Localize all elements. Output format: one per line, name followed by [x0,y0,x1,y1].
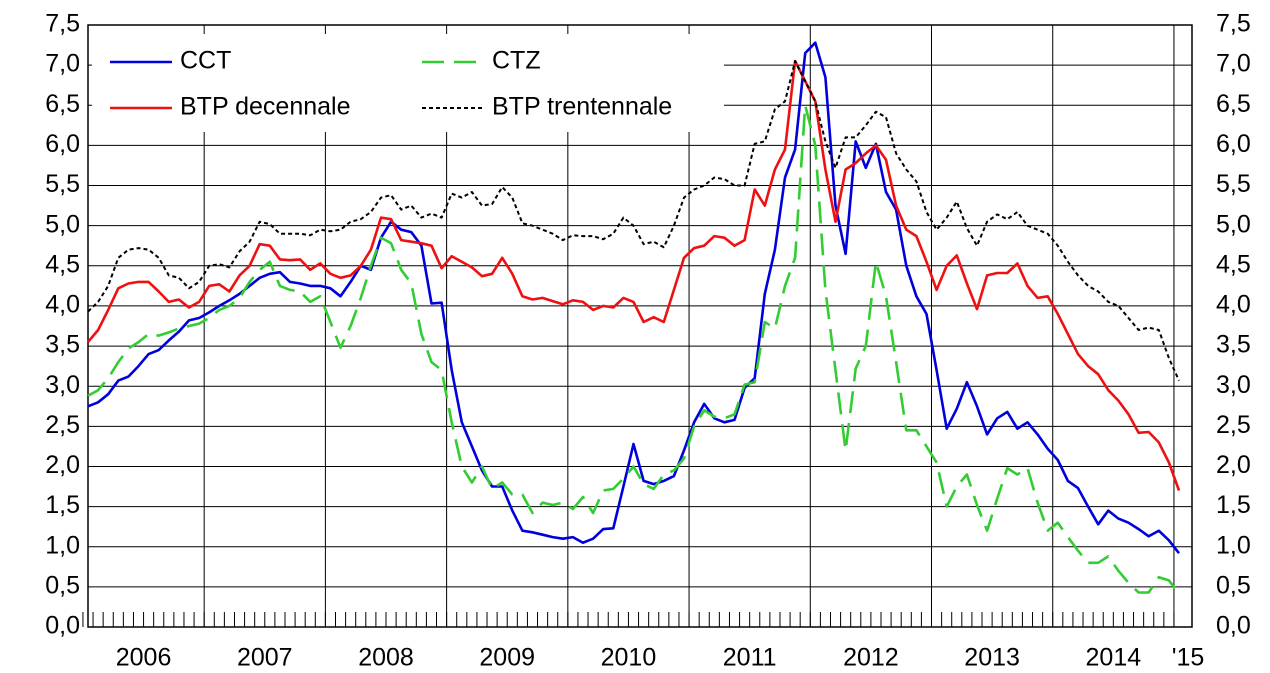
legend-label: CTZ [492,47,541,75]
y2-tick-label: 2,0 [1216,451,1251,479]
y-tick-label: 2,5 [45,411,80,439]
y-tick-label: 4,5 [45,250,80,278]
x-tick-label: 2007 [237,644,293,672]
y-tick-label: 3,5 [45,331,80,359]
legend-label: BTP decennale [180,93,351,121]
y-tick-label: 5,5 [45,170,80,198]
x-tick-label: 2009 [479,644,535,672]
y2-tick-label: 6,0 [1216,130,1251,158]
y-tick-label: 6,0 [45,130,80,158]
y2-tick-label: 5,5 [1216,170,1251,198]
y-tick-label: 1,5 [45,491,80,519]
y-tick-label: 5,0 [45,210,80,238]
plot-frame [87,24,1193,628]
x-tick-label: 2006 [116,644,172,672]
x-tick-label: 2012 [843,644,899,672]
y-tick-label: 7,0 [45,50,80,78]
x-tick-label: 2013 [964,644,1020,672]
y2-tick-label: 5,0 [1216,210,1251,238]
y2-tick-label: 6,5 [1216,90,1251,118]
x-tick-label: '15 [1172,644,1205,672]
series-line [87,104,1181,595]
y-tick-label: 0,0 [45,612,80,640]
y2-tick-label: 3,5 [1216,331,1251,359]
y2-tick-label: 4,5 [1216,250,1251,278]
x-tick-label: 2011 [723,644,777,672]
y-tick-label: 4,0 [45,291,80,319]
x-tick-label: 2010 [601,644,657,672]
y2-tick-label: 0,5 [1216,571,1251,599]
y2-tick-label: 4,0 [1216,291,1251,319]
y2-tick-label: 3,0 [1216,371,1251,399]
x-tick-label: 2014 [1086,644,1142,672]
y2-tick-label: 2,5 [1216,411,1251,439]
legend-box [92,34,724,132]
y2-tick-label: 7,0 [1216,50,1251,78]
x-tick-label: 2008 [358,644,414,672]
y-tick-label: 6,5 [45,90,80,118]
y2-tick-label: 0,0 [1216,612,1251,640]
y2-tick-label: 1,5 [1216,491,1251,519]
y-tick-label: 2,0 [45,451,80,479]
legend-label: BTP trentennale [492,93,672,121]
series-line [87,41,1181,555]
y2-tick-label: 7,5 [1216,10,1251,38]
series-line [87,59,1181,491]
y-tick-label: 0,5 [45,571,80,599]
y-tick-label: 1,0 [45,531,80,559]
y-tick-label: 7,5 [45,10,80,38]
legend-label: CCT [180,47,231,75]
series-line [87,60,1180,382]
y-tick-label: 3,0 [45,371,80,399]
y2-tick-label: 1,0 [1216,531,1251,559]
